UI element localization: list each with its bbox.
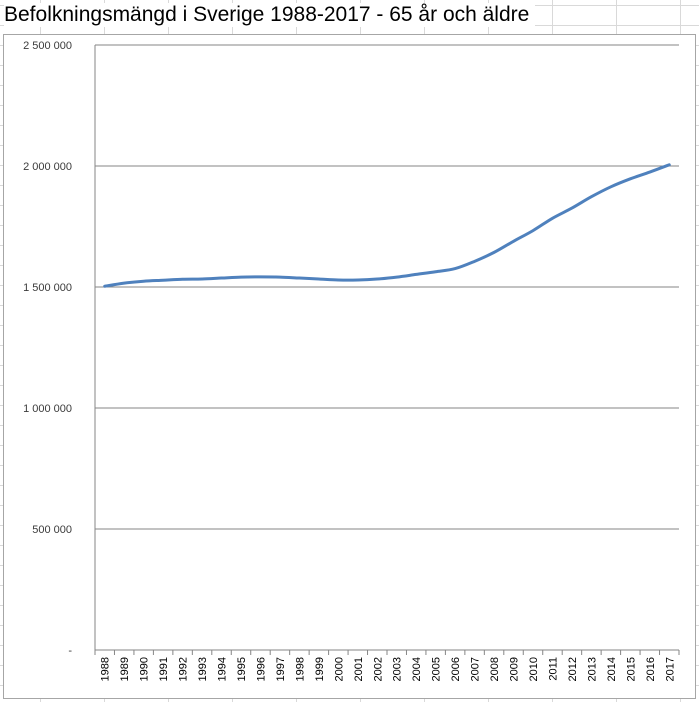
x-tick-label: 2013 xyxy=(586,657,598,681)
data-point xyxy=(122,281,126,285)
x-tick-label: 2017 xyxy=(664,657,676,681)
data-point xyxy=(550,216,554,220)
data-point xyxy=(473,259,477,263)
y-axis-ticks: - 500 000 1 000 000 1 500 000 2 000 000 2 500… xyxy=(23,40,72,657)
data-point xyxy=(453,267,457,271)
x-tick-label: 2016 xyxy=(645,657,657,681)
x-tick-label: 2015 xyxy=(625,657,637,681)
data-point xyxy=(278,275,282,279)
x-tick-label: 2009 xyxy=(509,657,521,681)
axes xyxy=(94,45,680,655)
data-point xyxy=(434,270,438,274)
x-tick-label: 2006 xyxy=(450,657,462,681)
data-point xyxy=(395,275,399,279)
x-tick-label: 1991 xyxy=(158,657,170,681)
y-tick-label: 2 500 000 xyxy=(23,40,72,52)
y-tick-label: - xyxy=(68,645,72,657)
x-tick-label: 1989 xyxy=(119,657,131,681)
data-point xyxy=(628,177,632,181)
data-point xyxy=(589,195,593,199)
data-point xyxy=(142,279,146,283)
data-point xyxy=(181,277,185,281)
data-point xyxy=(161,278,165,282)
y-tick-label: 500 000 xyxy=(32,524,72,536)
x-tick-label: 1995 xyxy=(236,657,248,681)
x-tick-label: 2014 xyxy=(606,657,618,681)
data-point xyxy=(512,239,516,243)
x-tick-label: 1990 xyxy=(139,657,151,681)
y-tick-label: 1 500 000 xyxy=(23,282,72,294)
x-tick-label: 1996 xyxy=(255,657,267,681)
data-point xyxy=(200,277,204,281)
x-tick-label: 1993 xyxy=(197,657,209,681)
series-line xyxy=(103,163,671,288)
data-point xyxy=(492,250,496,254)
data-point xyxy=(356,278,360,282)
data-point xyxy=(531,229,535,233)
data-point xyxy=(414,272,418,276)
data-point xyxy=(648,170,652,174)
x-tick-label: 1998 xyxy=(294,657,306,681)
x-tick-label: 1988 xyxy=(100,657,112,681)
data-point xyxy=(667,163,671,167)
y-tick-label: 1 000 000 xyxy=(23,403,72,415)
x-tick-label: 2001 xyxy=(353,657,365,681)
data-point xyxy=(336,278,340,282)
x-tick-label: 2002 xyxy=(372,657,384,681)
data-point xyxy=(570,206,574,210)
data-point xyxy=(609,185,613,189)
series xyxy=(103,163,671,288)
data-point xyxy=(297,276,301,280)
x-tick-label: 2003 xyxy=(392,657,404,681)
data-point xyxy=(375,277,379,281)
x-tick-label: 1992 xyxy=(178,657,190,681)
x-tick-label: 2004 xyxy=(411,657,423,681)
x-tick-label: 1997 xyxy=(275,657,287,681)
y-tick-label: 2 000 000 xyxy=(23,161,72,173)
data-point xyxy=(220,276,224,280)
x-axis-ticks: 1988 1989 1990 1991 1992 1993 1994 1995 1996 1997… xyxy=(100,657,677,681)
data-point xyxy=(239,275,243,279)
x-tick-label: 2010 xyxy=(528,657,540,681)
x-tick-label: 1994 xyxy=(217,657,229,681)
x-tick-label: 2000 xyxy=(333,657,345,681)
data-point xyxy=(103,284,107,288)
data-point xyxy=(258,275,262,279)
chart-title: Befolkningsmängd i Sverige 1988-2017 - 6… xyxy=(4,3,536,27)
x-tick-label: 2011 xyxy=(547,657,559,681)
x-tick-label: 2007 xyxy=(470,657,482,681)
gridlines xyxy=(95,44,679,530)
x-tick-label: 1999 xyxy=(314,657,326,681)
x-tick-label: 2008 xyxy=(489,657,501,681)
data-point xyxy=(317,277,321,281)
x-tick-label: 2005 xyxy=(431,657,443,681)
chart-area[interactable] xyxy=(3,34,696,699)
x-tick-label: 2012 xyxy=(567,657,579,681)
